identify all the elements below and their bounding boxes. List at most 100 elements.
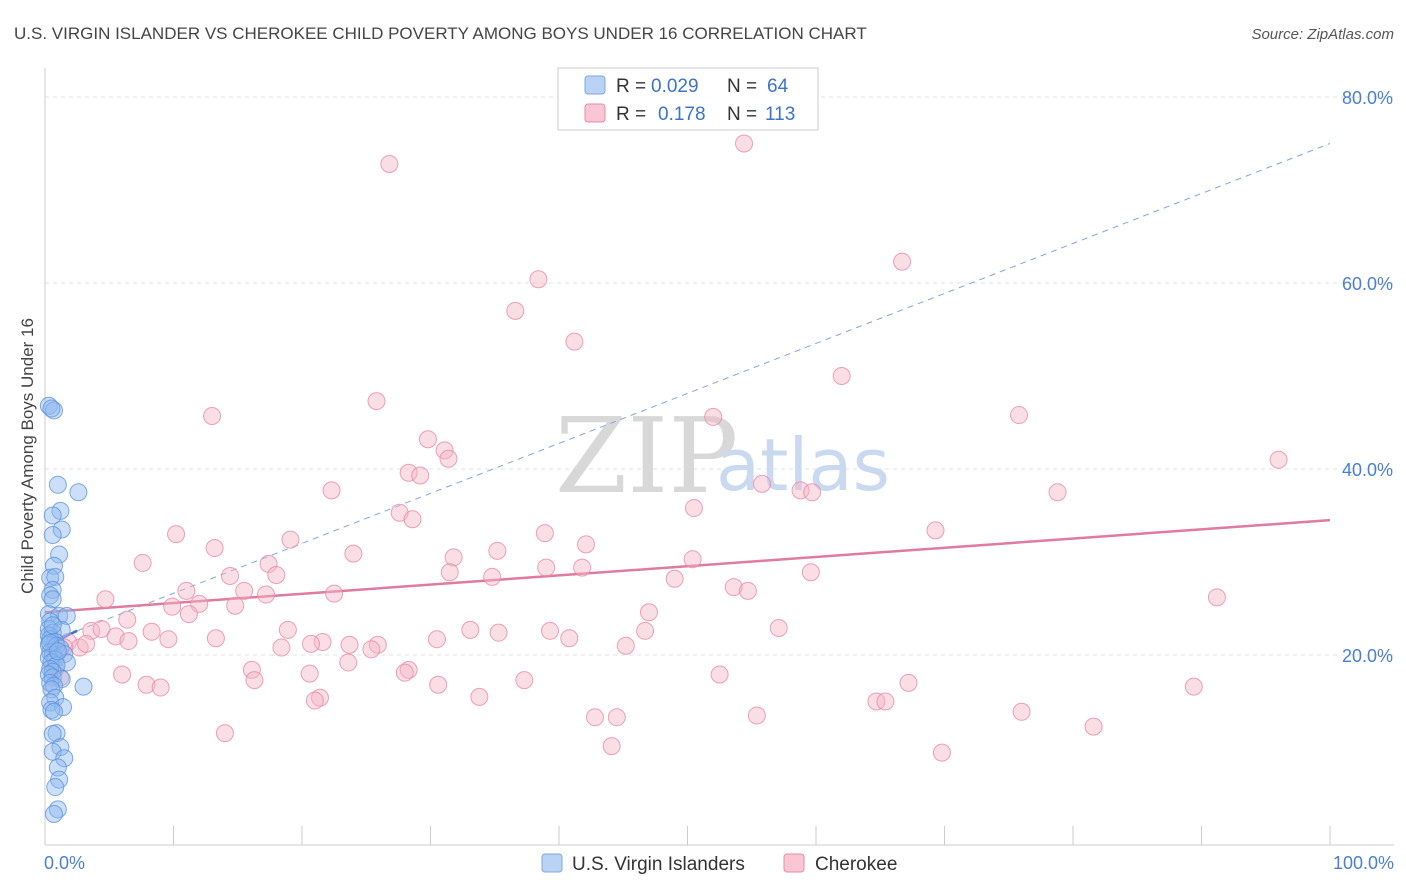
point-cherokee xyxy=(429,675,448,694)
point-virgin-islanders xyxy=(43,590,62,609)
series-label-cherokee: Cherokee xyxy=(815,854,897,875)
point-cherokee xyxy=(367,392,386,411)
point-cherokee xyxy=(893,252,912,271)
point-cherokee xyxy=(368,635,387,654)
point-virgin-islanders xyxy=(43,616,62,635)
point-cherokee xyxy=(305,691,324,710)
point-cherokee xyxy=(113,665,132,684)
point-cherokee xyxy=(529,270,548,289)
point-cherokee xyxy=(179,605,198,624)
watermark-atlas: atlas xyxy=(716,423,890,507)
point-cherokee xyxy=(769,619,788,638)
point-cherokee xyxy=(1269,450,1288,469)
point-cherokee xyxy=(267,566,286,585)
point-cherokee xyxy=(1010,406,1029,425)
point-cherokee xyxy=(753,474,772,493)
point-virgin-islanders xyxy=(43,506,62,525)
point-cherokee xyxy=(444,548,463,567)
legend-n-label-1: N = xyxy=(727,76,757,97)
watermark-zip: ZIP xyxy=(555,395,738,517)
point-cherokee xyxy=(206,629,225,648)
point-virgin-islanders xyxy=(52,520,71,539)
point-cherokee xyxy=(791,481,810,500)
point-cherokee xyxy=(92,619,111,638)
data-points xyxy=(39,134,1288,824)
gridlines xyxy=(45,96,1394,656)
point-virgin-islanders xyxy=(42,700,61,719)
point-cherokee xyxy=(704,407,723,426)
point-cherokee xyxy=(119,632,138,651)
point-cherokee xyxy=(403,510,422,529)
point-cherokee xyxy=(1084,717,1103,736)
point-cherokee xyxy=(235,581,254,600)
point-virgin-islanders xyxy=(44,401,63,420)
point-cherokee xyxy=(576,535,595,554)
point-cherokee xyxy=(278,620,297,639)
point-cherokee xyxy=(461,620,480,639)
point-cherokee xyxy=(665,569,684,588)
point-cherokee xyxy=(245,671,264,690)
point-cherokee xyxy=(281,530,300,549)
point-cherokee xyxy=(607,708,626,727)
point-virgin-islanders xyxy=(48,642,67,661)
trend-line-extension-virgin-islanders xyxy=(76,143,1331,632)
point-cherokee xyxy=(242,660,261,679)
point-virgin-islanders xyxy=(42,399,61,418)
point-cherokee xyxy=(418,430,437,449)
legend-n-value-2: 113 xyxy=(765,104,795,125)
point-cherokee xyxy=(439,449,458,468)
y-tick-label: 40.0% xyxy=(1342,460,1393,480)
point-cherokee xyxy=(440,563,459,582)
point-cherokee xyxy=(1012,702,1031,721)
point-cherokee xyxy=(573,558,592,577)
point-cherokee xyxy=(399,463,418,482)
point-virgin-islanders xyxy=(44,805,63,824)
point-cherokee xyxy=(301,634,320,653)
point-cherokee xyxy=(876,692,895,711)
point-cherokee xyxy=(506,301,525,320)
legend-n-value-1: 64 xyxy=(767,76,789,97)
series-swatch-virgin-islanders xyxy=(541,853,563,873)
point-cherokee xyxy=(735,134,754,153)
point-cherokee xyxy=(585,708,604,727)
point-cherokee xyxy=(322,481,341,500)
point-cherokee xyxy=(221,566,240,585)
point-cherokee xyxy=(710,665,729,684)
point-cherokee xyxy=(639,603,658,622)
point-cherokee xyxy=(832,367,851,385)
point-virgin-islanders xyxy=(53,698,72,717)
point-cherokee xyxy=(215,724,234,743)
y-tick-label: 20.0% xyxy=(1342,646,1393,666)
y-axis-label: Child Poverty Among Boys Under 16 xyxy=(18,318,37,594)
point-virgin-islanders xyxy=(48,475,67,494)
point-cherokee xyxy=(636,621,655,640)
point-cherokee xyxy=(738,581,757,600)
legend-n-label-2: N = xyxy=(727,104,757,125)
x-tick-label: 100.0% xyxy=(1333,853,1394,873)
series-legend: U.S. Virgin Islanders Cherokee xyxy=(541,853,897,875)
point-cherokee xyxy=(932,743,951,762)
point-cherokee xyxy=(899,673,918,692)
point-cherokee xyxy=(616,636,635,655)
x-tick-label: 0.0% xyxy=(44,853,85,873)
y-tick-label: 80.0% xyxy=(1342,88,1393,108)
legend-r-label-1: R = xyxy=(616,76,646,97)
point-virgin-islanders xyxy=(69,483,88,502)
point-cherokee xyxy=(395,663,414,682)
point-cherokee xyxy=(159,630,178,649)
y-tick-label: 60.0% xyxy=(1342,274,1393,294)
legend-swatch-cherokee xyxy=(584,103,606,123)
legend-r-value-2: 0.178 xyxy=(658,104,706,125)
chart-title: U.S. VIRGIN ISLANDER VS CHEROKEE CHILD P… xyxy=(14,24,867,43)
point-cherokee xyxy=(747,706,766,725)
point-cherokee xyxy=(427,630,446,649)
legend-r-value-1: 0.029 xyxy=(651,76,699,97)
point-virgin-islanders xyxy=(44,702,63,721)
point-cherokee xyxy=(535,524,554,543)
point-cherokee xyxy=(435,441,454,460)
point-virgin-islanders xyxy=(74,677,93,696)
point-virgin-islanders xyxy=(46,778,65,797)
point-cherokee xyxy=(313,632,332,651)
point-cherokee xyxy=(163,597,182,616)
